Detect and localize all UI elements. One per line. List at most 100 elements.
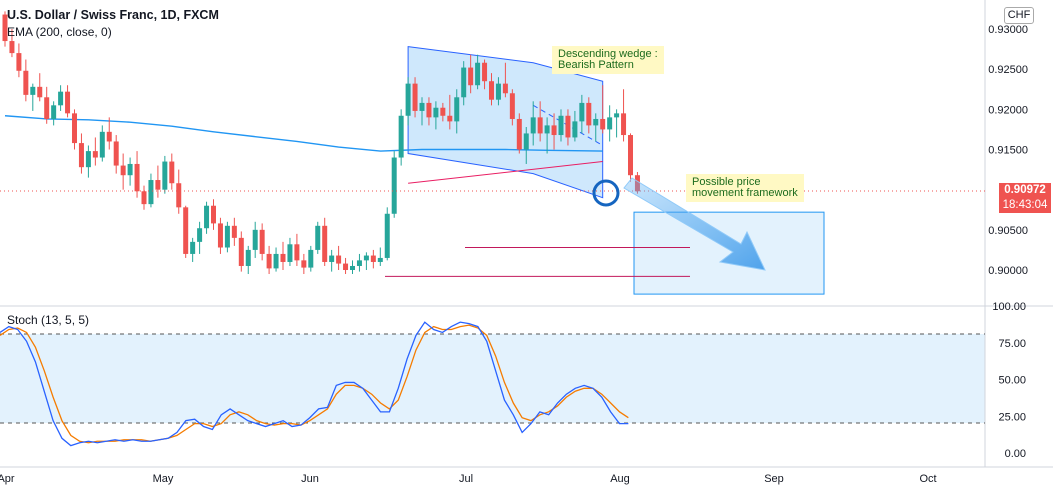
ema-legend[interactable]: EMA (200, close, 0) <box>7 25 112 39</box>
stoch-layer <box>0 321 629 447</box>
time-tick-label: May <box>153 473 174 485</box>
breakout-circle <box>592 179 620 207</box>
candle-body <box>169 161 175 184</box>
time-tick-label: Sep <box>764 473 784 485</box>
candle-body <box>44 97 50 119</box>
wedge-area <box>407 46 604 199</box>
candle-body <box>72 113 77 144</box>
candle-body <box>266 253 272 269</box>
candle-body <box>106 131 112 142</box>
candle-body <box>127 163 133 176</box>
candle-body <box>475 62 481 86</box>
candle-body <box>204 205 210 229</box>
candle-body <box>30 86 36 95</box>
candle-body <box>113 141 119 166</box>
candle-body <box>565 115 571 138</box>
price-tick-label: 0.92500 <box>988 64 1028 76</box>
candle-body <box>461 67 467 98</box>
currency-badge[interactable]: CHF <box>1004 7 1034 24</box>
wedge-note: Descending wedge : Bearish Pattern <box>552 46 664 74</box>
candle-body <box>238 237 244 266</box>
candle-body <box>141 191 147 205</box>
stoch-legend[interactable]: Stoch (13, 5, 5) <box>7 313 90 327</box>
candle-body <box>363 255 369 261</box>
candle-body <box>586 102 592 126</box>
candle-body <box>329 255 335 262</box>
candle-body <box>134 163 140 192</box>
candle-body <box>391 157 397 214</box>
candle-body <box>343 263 349 270</box>
candle-body <box>440 107 446 116</box>
wedge-note-text: Descending wedge : Bearish Pattern <box>558 48 658 71</box>
candle-body <box>523 133 529 150</box>
candle-body <box>23 70 29 95</box>
candle-body <box>51 105 57 119</box>
framework-layer <box>633 211 825 295</box>
time-tick-label: Jun <box>301 473 319 485</box>
candle-body <box>572 121 578 138</box>
candle-body <box>600 118 606 130</box>
stoch-k-line <box>0 321 629 447</box>
candle-body <box>190 241 196 254</box>
candle-body <box>176 183 182 208</box>
wedge-layer <box>407 46 604 199</box>
candle-body <box>377 257 383 262</box>
candle-body <box>65 91 71 114</box>
candle-body <box>2 14 8 42</box>
candle-body <box>447 115 453 122</box>
candle-body <box>558 115 564 136</box>
candle-body <box>336 255 342 264</box>
bar-countdown-label: 18:43:04 <box>999 198 1051 213</box>
candle-body <box>315 225 321 250</box>
candle-body <box>224 225 230 248</box>
framework-box <box>633 211 825 295</box>
candle-body <box>259 229 265 254</box>
candle-body <box>92 151 98 158</box>
candle-body <box>252 229 258 250</box>
candle-body <box>502 83 508 94</box>
stoch-tick-label: 100.00 <box>992 301 1026 313</box>
framework-note: Possible price movement framework <box>686 174 804 202</box>
candle-body <box>322 225 328 262</box>
candle-body <box>384 213 390 258</box>
candle-body <box>482 62 488 82</box>
candle-body <box>350 265 355 270</box>
stoch-tick-label: 25.00 <box>998 411 1026 423</box>
candle-body <box>579 102 585 122</box>
candle-body <box>489 81 494 100</box>
current-price-label: 0.90972 <box>999 183 1051 198</box>
candle-body <box>308 249 314 268</box>
candles-layer <box>2 11 640 275</box>
candle-body <box>412 83 418 111</box>
candle-body <box>273 253 279 269</box>
candle-body <box>217 223 223 248</box>
candle-body <box>16 53 22 71</box>
framework-arrow <box>623 177 766 271</box>
candle-body <box>211 205 216 224</box>
time-tick-label: Jul <box>459 473 473 485</box>
candle-body <box>99 131 105 158</box>
candle-body <box>301 260 307 268</box>
support-layer <box>385 247 690 277</box>
candle-body <box>162 161 168 190</box>
price-tick-label: 0.92000 <box>988 104 1028 116</box>
candle-body <box>495 83 501 100</box>
candle-body <box>356 260 362 266</box>
candle-body <box>607 117 613 130</box>
candle-body <box>433 107 439 118</box>
candle-body <box>245 249 251 266</box>
candle-body <box>287 244 293 262</box>
candle-body <box>419 102 425 111</box>
time-tick-label: Oct <box>919 473 936 485</box>
candle-body <box>405 83 411 116</box>
price-tick-label: 0.93000 <box>988 24 1028 36</box>
price-tick-label: 0.91500 <box>988 145 1028 157</box>
candle-body <box>78 143 84 168</box>
ema-line <box>4 115 603 152</box>
candle-body <box>294 244 300 261</box>
wedge-pink-line <box>408 161 603 184</box>
candle-body <box>537 117 543 134</box>
candle-body <box>551 125 557 136</box>
candle-body <box>155 180 161 190</box>
